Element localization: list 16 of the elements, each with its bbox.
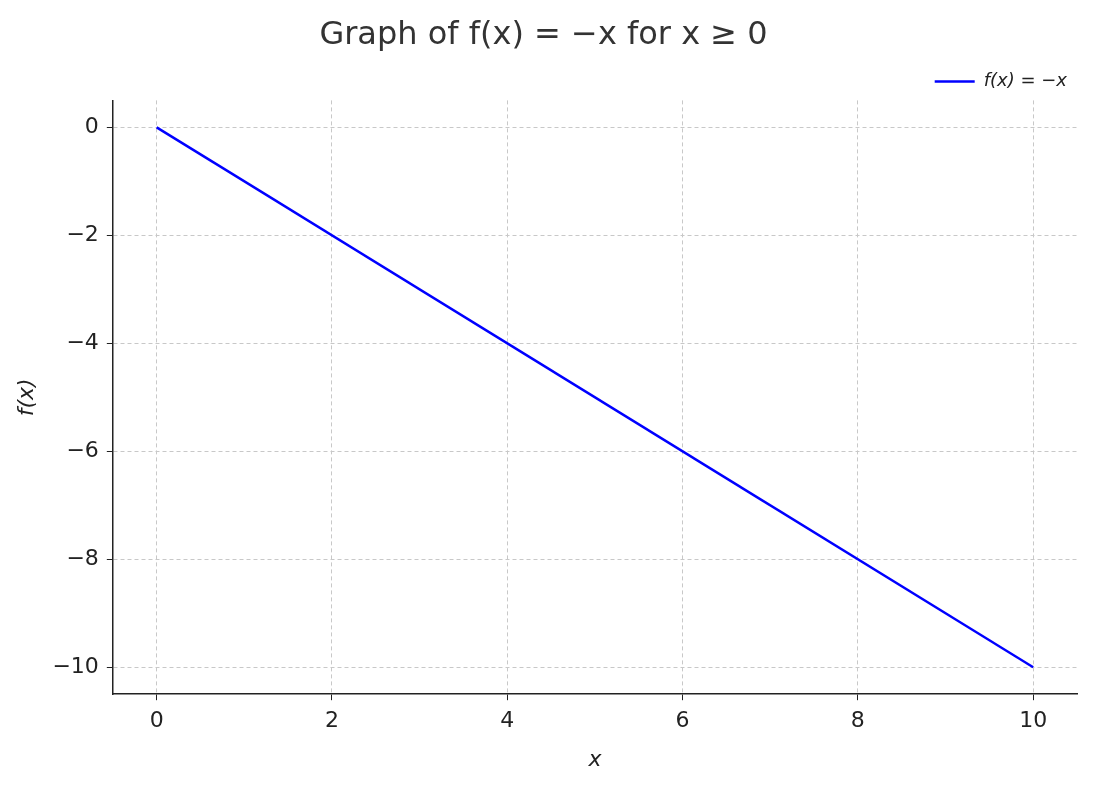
- y-tick-label: −8: [66, 544, 99, 570]
- legend-label: f(x) = −x: [983, 69, 1068, 91]
- x-tick-label: 6: [675, 707, 690, 733]
- x-tick-label: 8: [850, 707, 865, 733]
- x-axis-title: x: [587, 745, 603, 771]
- x-tick-label: 2: [324, 707, 339, 733]
- y-tick-label: −2: [66, 221, 99, 247]
- x-tick-label: 4: [500, 707, 515, 733]
- y-tick-label: −10: [52, 652, 99, 678]
- chart-title: Graph of f(x) = −x for x ≥ 0: [319, 13, 768, 52]
- y-tick-label: −4: [66, 329, 99, 355]
- y-axis-title: f(x): [12, 378, 38, 417]
- x-tick-label: 0: [149, 707, 164, 733]
- x-tick-label: 10: [1019, 707, 1048, 733]
- y-tick-label: −6: [66, 437, 99, 462]
- y-tick-label: 0: [84, 113, 99, 139]
